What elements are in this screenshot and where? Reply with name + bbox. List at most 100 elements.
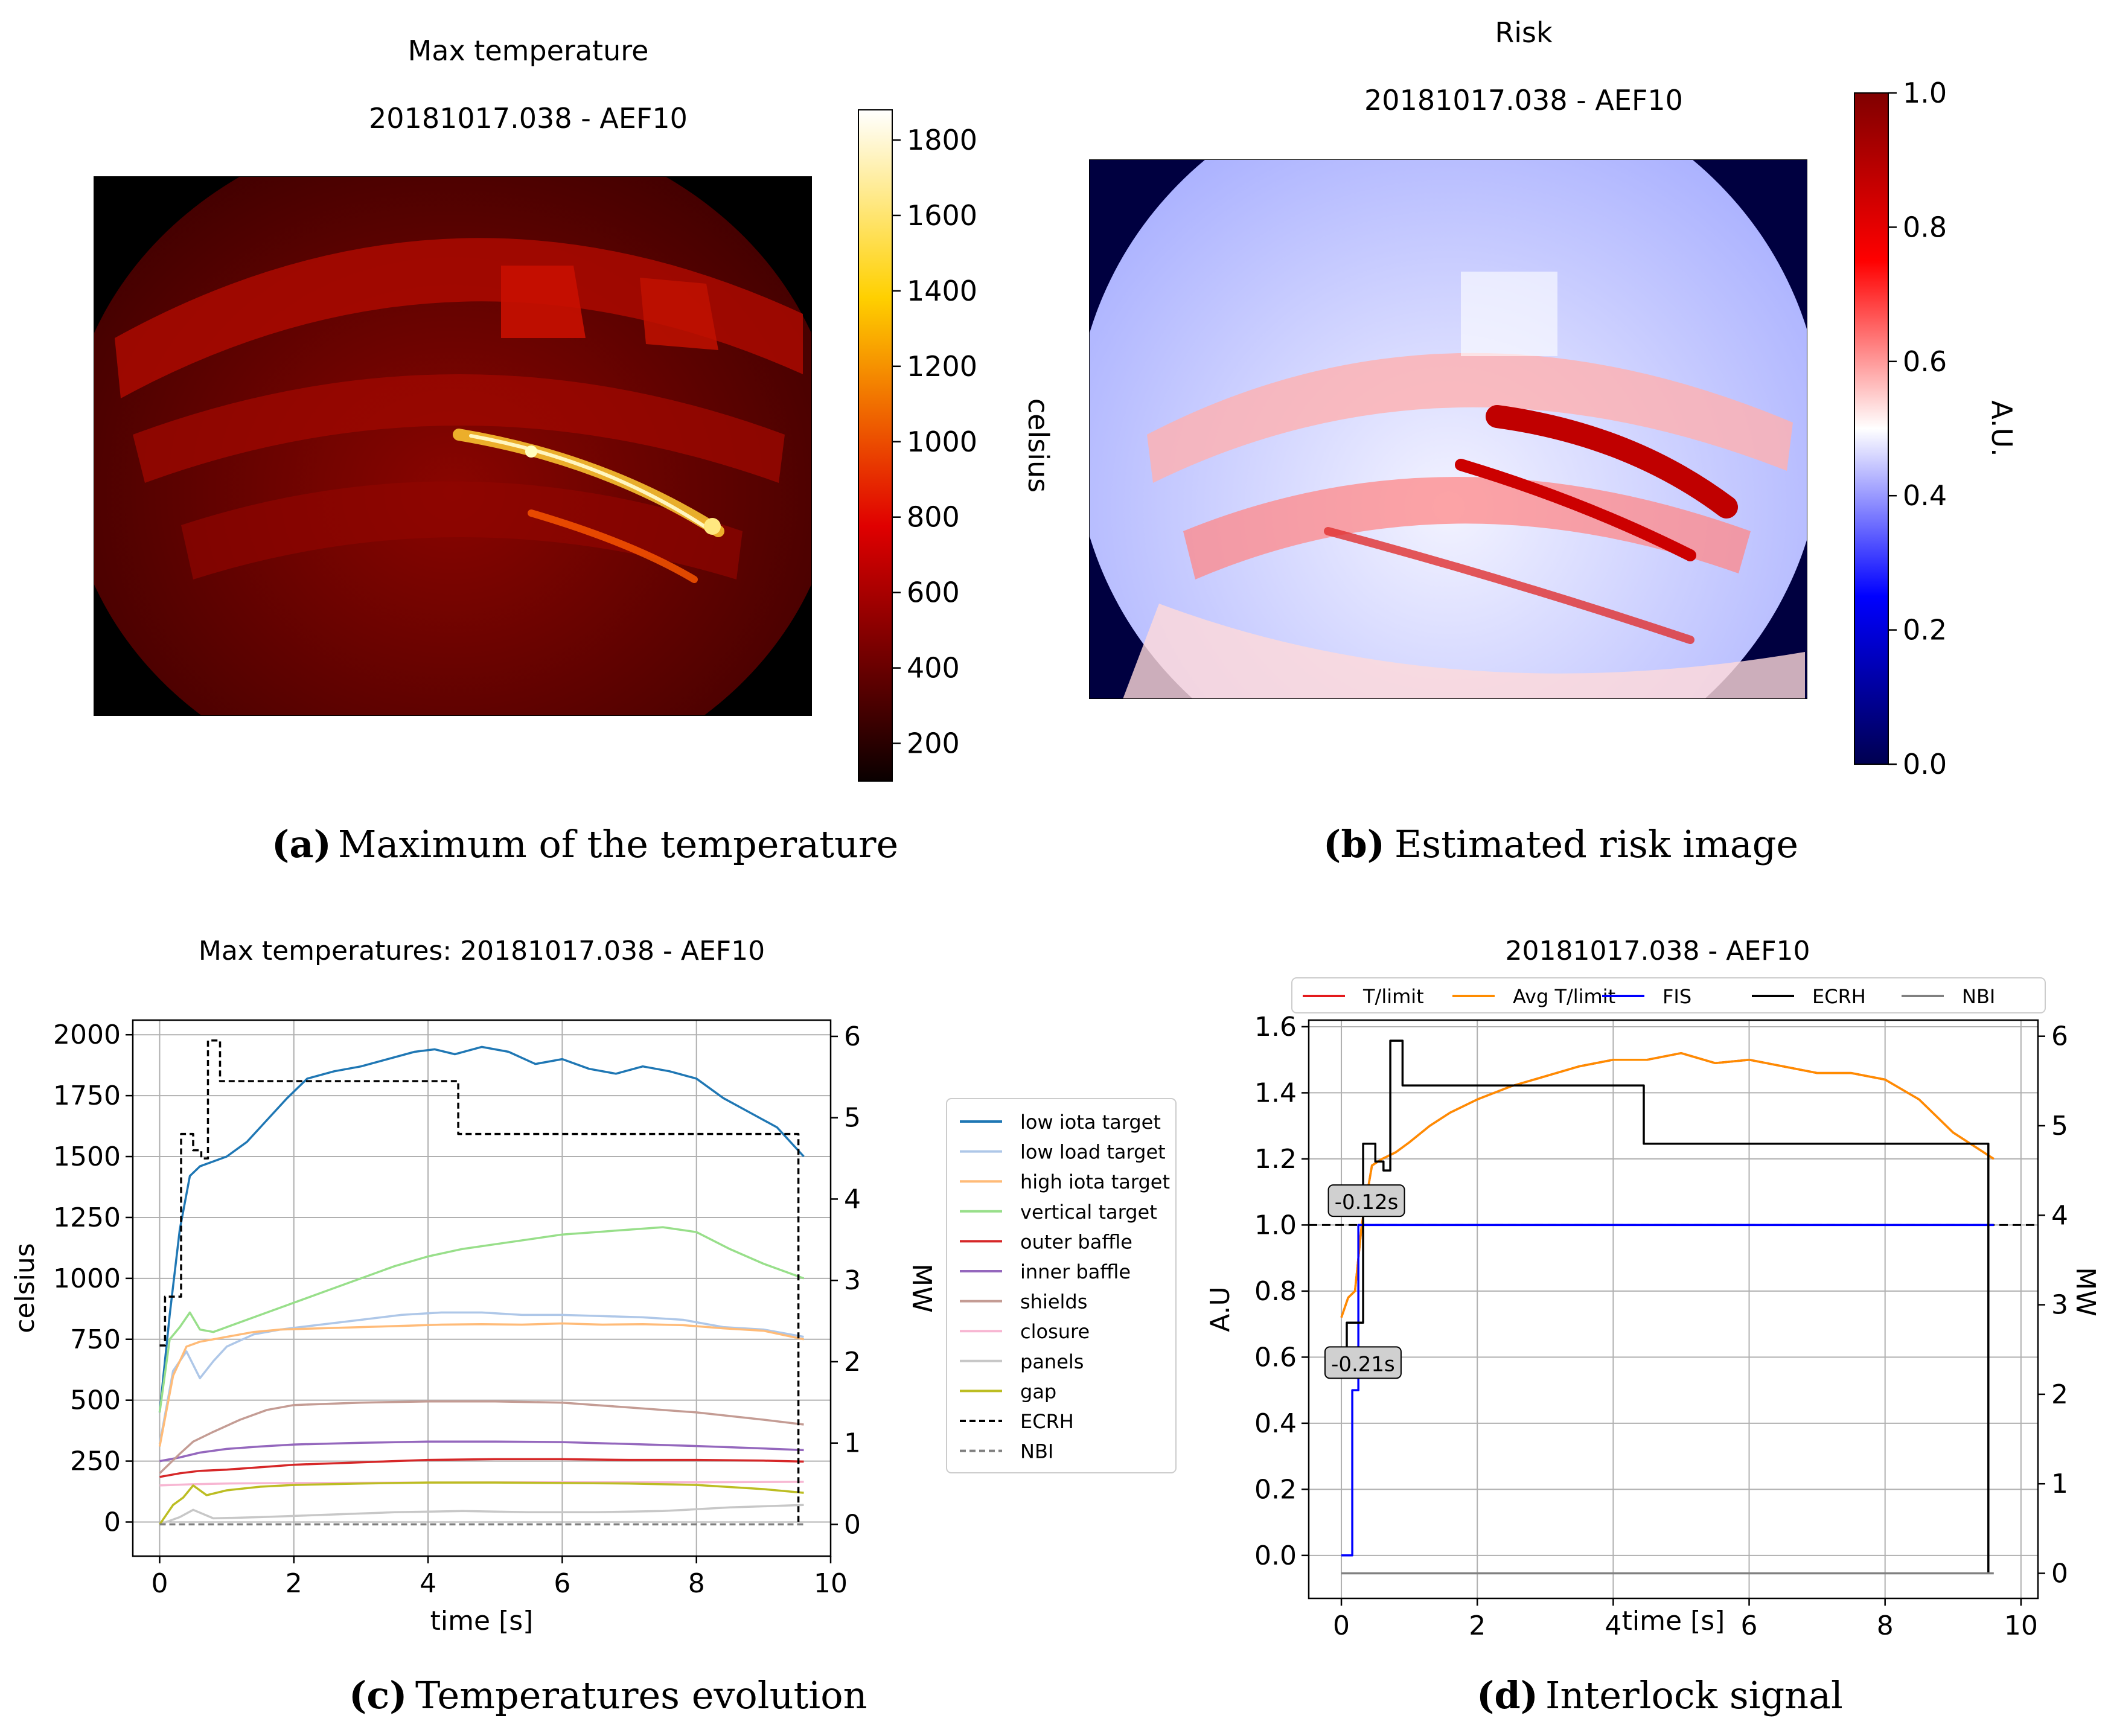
- y2-tick-label: 2: [2051, 1379, 2068, 1410]
- legend-entry: T/limit: [1303, 985, 1424, 1008]
- series-line-low-load-target: [158, 1311, 804, 1444]
- chart-d-xlabel: time [s]: [1622, 1606, 1725, 1636]
- chart-d-ylabel: A.U: [1205, 1286, 1236, 1332]
- chart-d-x-ticks: 0 2 4 6 8 10: [1333, 1598, 2038, 1641]
- colorbar-tick-label: 1800: [907, 124, 977, 156]
- series-line-high-iota-target: [158, 1322, 804, 1447]
- caption-a-text: Maximum of the temperature: [338, 822, 898, 866]
- annotation-label: -0.21s: [1331, 1352, 1395, 1376]
- y-tick-label: 750: [70, 1324, 121, 1355]
- y2-tick-label: 4: [2051, 1200, 2068, 1231]
- panel-b-title: Risk: [1495, 16, 1553, 49]
- y2-tick-label: 4: [844, 1184, 861, 1214]
- panel-a-subtitle: 20181017.038 - AEF10: [369, 102, 688, 135]
- caption-b-letter: (b): [1323, 822, 1385, 866]
- panel-b-subtitle: 20181017.038 - AEF10: [1364, 84, 1683, 116]
- series-line-vertical-target: [158, 1226, 805, 1413]
- legend-entry: inner baffle: [960, 1260, 1131, 1283]
- y-tick-label: 250: [70, 1446, 121, 1477]
- chart-d-annotations: -0.12s -0.21s: [1324, 1184, 1405, 1379]
- y-tick-label: 0.6: [1254, 1342, 1297, 1373]
- chart-c-plot-area: [133, 1020, 831, 1556]
- annotation-box: -0.12s: [1327, 1184, 1405, 1217]
- y2-tick-label: 6: [844, 1021, 861, 1052]
- legend-label: FIS: [1662, 985, 1691, 1008]
- series-line-gap: [159, 1481, 804, 1525]
- panel-a: Max temperature 20181017.038 - AEF10 200…: [94, 34, 1055, 866]
- colorbar-tick-label: 800: [907, 501, 960, 534]
- colorbar-tick-label: 1.0: [1903, 77, 1947, 109]
- chart-d-y-ticks: 0.0 0.2 0.4 0.6 0.8 1.0 1.2 1.4 1.6: [1254, 1012, 1309, 1571]
- panel-a-title: Max temperature: [408, 34, 649, 67]
- y-tick-label: 1500: [53, 1141, 121, 1172]
- y2-tick-label: 1: [844, 1428, 861, 1459]
- x-tick-label: 6: [554, 1568, 570, 1599]
- series-line-panels: [159, 1504, 804, 1526]
- x-tick-label: 4: [420, 1568, 436, 1599]
- y-tick-label: 0.4: [1254, 1408, 1297, 1439]
- colorbar-b: 0.0 0.2 0.4 0.6 0.8 1.0 A.U.: [1854, 77, 2018, 780]
- y2-tick-label: 0: [844, 1509, 861, 1540]
- legend-label: NBI: [1020, 1440, 1053, 1463]
- y-tick-label: 2000: [53, 1020, 121, 1050]
- colorbar-tick-label: 0.0: [1903, 748, 1947, 780]
- chart-d-legend-box: [1291, 977, 2046, 1013]
- y-tick-label: 1250: [53, 1202, 121, 1233]
- chart-c-legend-box: [946, 1098, 1177, 1473]
- caption-c-letter: (c): [349, 1673, 407, 1717]
- caption-c-text: Temperatures evolution: [415, 1673, 867, 1717]
- y2-tick-label: 6: [2051, 1021, 2068, 1052]
- series-line-fis: [1341, 1224, 1994, 1557]
- y-tick-label: 0.8: [1254, 1276, 1297, 1307]
- chart-d-legend: T/limit Avg T/limit FIS ECRH NBI: [1291, 977, 2046, 1013]
- chart-c-grid: [133, 1020, 831, 1556]
- chart-d-plot-area: [1309, 1020, 2038, 1598]
- risk-image: [1089, 159, 1807, 699]
- colorbar-tick-label: 1600: [907, 199, 977, 232]
- colorbar-tick-label: 0.6: [1903, 345, 1947, 378]
- y-tick-label: 1.6: [1254, 1012, 1297, 1042]
- annotation-label: -0.12s: [1335, 1190, 1399, 1214]
- y-tick-label: 1.2: [1254, 1144, 1297, 1175]
- x-tick-label: 2: [1469, 1610, 1486, 1641]
- caption-d-text: Interlock signal: [1545, 1673, 1843, 1717]
- legend-label: low iota target: [1020, 1111, 1161, 1134]
- legend-label: outer baffle: [1020, 1230, 1132, 1253]
- series-line-outer-baffle: [159, 1458, 804, 1478]
- caption-d-letter: (d): [1477, 1673, 1538, 1717]
- legend-label: closure: [1020, 1320, 1090, 1343]
- chart-c-title: Max temperatures: 20181017.038 - AEF10: [199, 936, 765, 966]
- y2-tick-label: 5: [2051, 1111, 2068, 1141]
- y-tick-label: 1750: [53, 1080, 121, 1111]
- legend-entry: FIS: [1602, 985, 1691, 1008]
- caption-c: (c) Temperatures evolution: [349, 1673, 867, 1717]
- legend-entry: shields: [960, 1291, 1087, 1313]
- caption-b: (b) Estimated risk image: [1323, 822, 1798, 866]
- legend-label: inner baffle: [1020, 1260, 1131, 1283]
- legend-entry: NBI: [1902, 985, 1995, 1008]
- legend-entry: outer baffle: [960, 1230, 1132, 1253]
- chart-d-y2-ticks: 0 1 2 3 4 5 6: [2038, 1021, 2068, 1589]
- chart-c-xlabel: time [s]: [430, 1606, 534, 1636]
- x-tick-label: 8: [1877, 1610, 1894, 1641]
- chart-c-y2-ticks: 0 1 2 3 4 5 6: [831, 1021, 861, 1540]
- chart-d-title: 20181017.038 - AEF10: [1506, 936, 1810, 966]
- x-tick-label: 8: [688, 1568, 705, 1599]
- annotation-box: -0.21s: [1324, 1346, 1402, 1379]
- colorbar-tick-label: 200: [907, 727, 960, 760]
- legend-label: ECRH: [1812, 985, 1866, 1008]
- legend-entry: low iota target: [960, 1111, 1161, 1134]
- colorbar-tick-label: 0.2: [1903, 614, 1947, 646]
- legend-label: T/limit: [1362, 985, 1424, 1008]
- colorbar-tick-label: 1000: [907, 426, 977, 458]
- chart-c-x-ticks: 0 2 4 6 8 10: [151, 1556, 848, 1599]
- legend-entry: closure: [960, 1320, 1090, 1343]
- legend-entry: Avg T/limit: [1452, 985, 1615, 1008]
- legend-entry: vertical target: [960, 1201, 1157, 1224]
- y2-tick-label: 1: [2051, 1469, 2068, 1499]
- x-tick-label: 10: [814, 1568, 848, 1599]
- y2-tick-label: 0: [2051, 1558, 2068, 1589]
- caption-d: (d) Interlock signal: [1477, 1673, 1843, 1717]
- x-tick-label: 0: [1333, 1610, 1350, 1641]
